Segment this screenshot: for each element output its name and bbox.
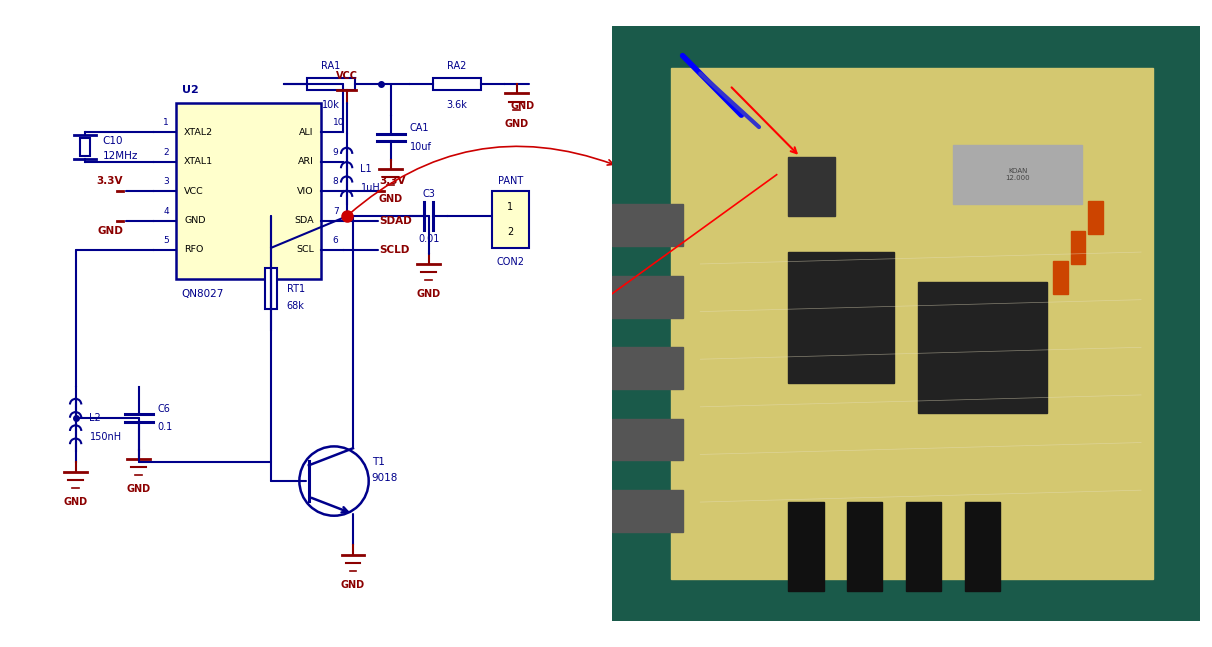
Bar [1070,231,1085,264]
Bar [788,252,894,383]
Text: XTAL2: XTAL2 [184,128,213,137]
Bar [80,138,90,156]
Text: RA1: RA1 [321,61,341,71]
Text: KOAN
12.000: KOAN 12.000 [1005,168,1030,181]
Text: ALI: ALI [299,128,314,137]
Text: GND: GND [341,580,365,590]
Text: 6: 6 [333,236,338,245]
Text: 1uH: 1uH [360,183,381,193]
Bar [788,157,835,216]
Text: 0.1: 0.1 [158,422,173,432]
Bar [612,419,682,461]
Text: 2: 2 [164,148,168,157]
Text: 10: 10 [333,118,344,127]
FancyBboxPatch shape [492,191,530,248]
Bar [1053,261,1068,294]
Text: L1: L1 [360,164,372,174]
Bar [612,276,682,318]
Text: C3: C3 [422,189,435,199]
Bar [265,269,276,309]
Text: 4: 4 [164,206,168,215]
Text: 3.3V: 3.3V [379,176,406,186]
Text: GND: GND [417,289,441,299]
Text: QN8027: QN8027 [182,289,224,299]
Text: SDA: SDA [295,216,314,225]
Bar [434,78,480,90]
Text: 8: 8 [333,177,338,186]
Text: CA1: CA1 [410,123,429,133]
Text: SDAD: SDAD [379,215,412,226]
Text: PANT: PANT [498,176,524,186]
Text: GND: GND [97,226,122,236]
Text: T1: T1 [372,457,384,467]
Text: 0.01: 0.01 [418,234,439,244]
Text: 1: 1 [508,202,514,212]
Text: 2: 2 [508,227,514,237]
Text: SCL: SCL [296,245,314,254]
Text: XTAL1: XTAL1 [184,157,213,166]
Bar [308,78,354,90]
Bar [671,67,1153,580]
Text: VCC: VCC [336,71,358,81]
Text: 3.3V: 3.3V [97,176,122,186]
Bar [788,502,824,591]
Text: GND: GND [63,497,87,507]
Text: 10uf: 10uf [410,142,431,152]
Bar [612,347,682,389]
FancyBboxPatch shape [177,103,321,280]
Text: RFO: RFO [184,245,204,254]
Text: C10: C10 [103,136,124,146]
Text: ARI: ARI [298,157,314,166]
Text: 9: 9 [333,148,338,157]
Text: GND: GND [126,484,150,494]
Text: 10k: 10k [322,100,339,110]
Text: SCLD: SCLD [379,245,410,255]
Text: GND: GND [510,101,534,111]
Bar [612,204,682,246]
Text: 3.6k: 3.6k [446,100,468,110]
Text: 12MHz: 12MHz [103,151,138,162]
Text: 5: 5 [164,236,168,245]
Text: 3: 3 [164,177,168,186]
Text: RT1: RT1 [287,284,305,294]
Text: L2: L2 [90,413,102,423]
Text: 1: 1 [164,118,168,127]
Bar [953,145,1082,204]
Text: 150nH: 150nH [90,432,121,442]
Text: U2: U2 [182,85,199,95]
Text: VIO: VIO [297,186,314,195]
Text: GND: GND [378,194,402,204]
Text: 9018: 9018 [372,473,399,483]
Text: C6: C6 [158,404,171,413]
Text: 68k: 68k [287,302,304,311]
Text: RA2: RA2 [447,61,467,71]
Text: VCC: VCC [184,186,204,195]
Text: CON2: CON2 [497,258,525,267]
Bar [612,490,682,532]
Text: GND: GND [504,118,528,129]
Text: 7: 7 [333,206,338,215]
Bar [907,502,942,591]
Bar [1088,201,1103,234]
Text: GND: GND [184,216,206,225]
Bar [965,502,1000,591]
Bar [917,282,1047,413]
Bar [847,502,882,591]
